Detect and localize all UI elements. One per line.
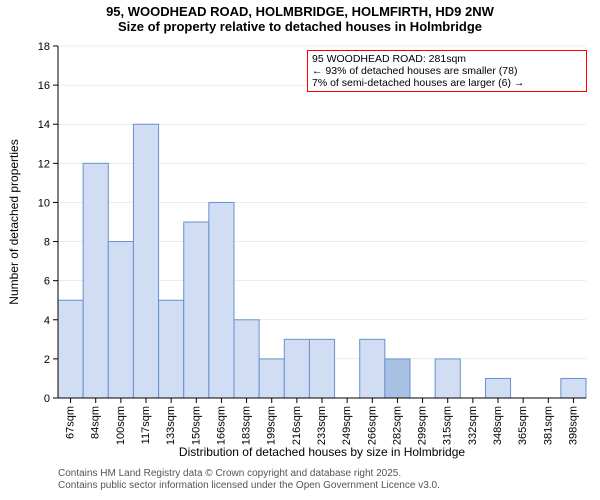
svg-text:0: 0 [44,393,50,405]
footer-attribution: Contains HM Land Registry data © Crown c… [58,468,440,492]
svg-text:299sqm: 299sqm [417,406,429,445]
svg-text:6: 6 [44,276,50,288]
bar [561,378,586,398]
annotation-box: 95 WOODHEAD ROAD: 281sqm ← 93% of detach… [307,50,587,92]
svg-text:233sqm: 233sqm [316,406,328,445]
svg-text:199sqm: 199sqm [266,406,278,445]
svg-text:282sqm: 282sqm [391,406,403,445]
bar [58,300,83,398]
svg-text:216sqm: 216sqm [291,406,303,445]
svg-text:67sqm: 67sqm [65,406,77,439]
bar [360,339,385,398]
x-axis-label: Distribution of detached houses by size … [179,445,465,459]
svg-text:12: 12 [38,158,50,170]
y-axis-label: Number of detached properties [7,139,21,304]
svg-text:315sqm: 315sqm [442,406,454,445]
bar [259,359,284,398]
footer-line-1: Contains HM Land Registry data © Crown c… [58,468,440,480]
histogram-chart: 95, WOODHEAD ROAD, HOLMBRIDGE, HOLMFIRTH… [0,0,600,500]
svg-text:133sqm: 133sqm [165,406,177,445]
annotation-line-1: 95 WOODHEAD ROAD: 281sqm [312,53,582,65]
svg-text:150sqm: 150sqm [190,406,202,445]
bar [309,339,334,398]
svg-text:14: 14 [38,119,50,131]
footer-line-2: Contains public sector information licen… [58,480,440,492]
svg-text:183sqm: 183sqm [241,406,253,445]
svg-text:348sqm: 348sqm [492,406,504,445]
svg-text:266sqm: 266sqm [366,406,378,445]
svg-text:249sqm: 249sqm [341,406,353,445]
svg-text:166sqm: 166sqm [215,406,227,445]
svg-text:398sqm: 398sqm [567,406,579,445]
bar [284,339,309,398]
svg-text:381sqm: 381sqm [542,406,554,445]
bar [485,378,510,398]
bar [159,300,184,398]
bar [133,124,158,398]
bar [234,320,259,398]
bar [385,359,410,398]
bar [108,242,133,398]
bar [184,222,209,398]
svg-text:18: 18 [38,41,50,53]
svg-text:10: 10 [38,197,50,209]
svg-text:365sqm: 365sqm [517,406,529,445]
svg-text:4: 4 [44,315,50,327]
svg-text:2: 2 [44,354,50,366]
svg-text:117sqm: 117sqm [140,406,152,444]
annotation-line-3: 7% of semi-detached houses are larger (6… [312,77,582,89]
bar [83,163,108,398]
bar [435,359,460,398]
svg-text:84sqm: 84sqm [90,406,102,439]
svg-text:8: 8 [44,237,50,249]
svg-text:100sqm: 100sqm [115,406,127,445]
bar [209,202,234,398]
svg-text:332sqm: 332sqm [467,406,479,445]
svg-text:16: 16 [38,80,50,92]
annotation-line-2: ← 93% of detached houses are smaller (78… [312,65,582,77]
